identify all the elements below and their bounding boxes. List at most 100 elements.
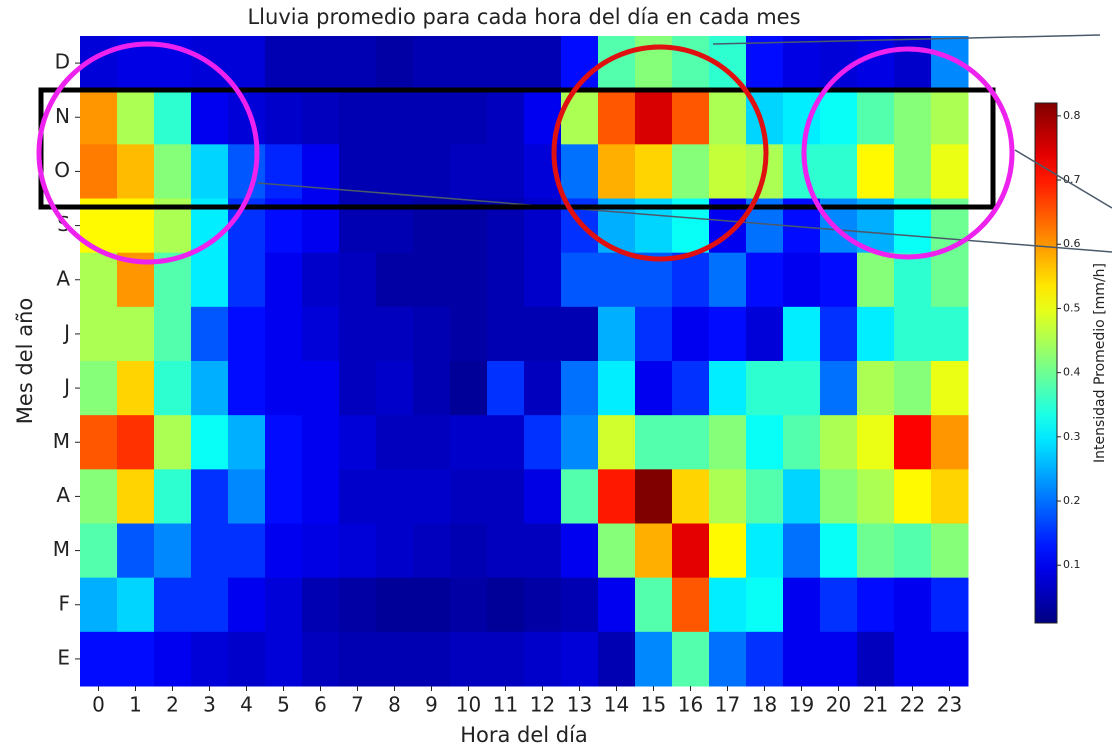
heatmap-cell xyxy=(265,144,303,199)
x-tick-label: 11 xyxy=(493,693,518,717)
heatmap-cell xyxy=(487,36,525,91)
heatmap-cell xyxy=(931,252,969,308)
heatmap-cell xyxy=(894,90,932,145)
heatmap-cell xyxy=(894,36,932,91)
heatmap-cell xyxy=(857,90,895,145)
heatmap-cell xyxy=(228,361,266,416)
heatmap-cell xyxy=(709,144,747,199)
heatmap-cell xyxy=(376,469,414,524)
heatmap-cell xyxy=(228,306,266,362)
heatmap-cell xyxy=(709,577,747,633)
heatmap-cell xyxy=(746,306,784,362)
heatmap-cell xyxy=(339,415,377,470)
heatmap-cell xyxy=(154,361,192,416)
heatmap-cell xyxy=(672,631,710,687)
heatmap-cell xyxy=(672,90,710,145)
heatmap-cell xyxy=(524,252,562,308)
y-tick-label: F xyxy=(58,591,70,615)
heatmap-cell xyxy=(228,523,266,579)
heatmap-cell xyxy=(154,144,192,199)
heatmap-cell xyxy=(413,90,451,145)
y-tick-label: N xyxy=(55,104,70,128)
pointer-line xyxy=(1014,149,1112,209)
heatmap-cell xyxy=(635,523,673,579)
heatmap-cell xyxy=(857,631,895,687)
heatmap-cell xyxy=(635,631,673,687)
x-tick-label: 0 xyxy=(92,693,105,717)
heatmap-cell xyxy=(228,415,266,470)
heatmap-cell xyxy=(598,577,636,633)
heatmap-cell xyxy=(894,144,932,199)
heatmap-cell xyxy=(857,361,895,416)
heatmap-cell xyxy=(265,415,303,470)
heatmap-cell xyxy=(672,144,710,199)
heatmap-cell xyxy=(339,361,377,416)
y-tick-label: J xyxy=(62,320,70,344)
heatmap-cell xyxy=(820,306,858,362)
heatmap-cell xyxy=(524,469,562,524)
heatmap-cell xyxy=(339,90,377,145)
heatmap-cell xyxy=(783,361,821,416)
heatmap-cell xyxy=(154,469,192,524)
x-tick-label: 7 xyxy=(351,693,364,717)
heatmap-cell xyxy=(783,36,821,91)
heatmap-cell xyxy=(265,306,303,362)
heatmap-cell xyxy=(672,252,710,308)
heatmap-cell xyxy=(635,577,673,633)
heatmap-cell xyxy=(635,90,673,145)
heatmap-cell xyxy=(154,306,192,362)
colorbar xyxy=(1034,102,1058,624)
heatmap-cell xyxy=(302,577,340,633)
heatmap-cell xyxy=(709,523,747,579)
heatmap-cell xyxy=(561,144,599,199)
heatmap-cell xyxy=(635,252,673,308)
heatmap-cell xyxy=(709,252,747,308)
heatmap-cell xyxy=(413,361,451,416)
heatmap-cell xyxy=(413,415,451,470)
heatmap-cell xyxy=(376,36,414,91)
heatmap-cell xyxy=(302,36,340,91)
heatmap-cell xyxy=(746,523,784,579)
heatmap-cell xyxy=(561,415,599,470)
x-tick-label: 15 xyxy=(641,693,666,717)
heatmap-cell xyxy=(709,415,747,470)
heatmap-cell xyxy=(265,631,303,687)
heatmap-cell xyxy=(487,361,525,416)
heatmap-cell xyxy=(450,144,488,199)
colorbar-tick-label: 0.7 xyxy=(1063,173,1081,186)
chart-title: Lluvia promedio para cada hora del día e… xyxy=(247,5,800,29)
heatmap-cell xyxy=(783,415,821,470)
heatmap-cell xyxy=(561,361,599,416)
heatmap-cell xyxy=(80,144,118,199)
heatmap-cell xyxy=(561,523,599,579)
heatmap-cell xyxy=(635,415,673,470)
heatmap-cell xyxy=(80,252,118,308)
heatmap-cell xyxy=(450,415,488,470)
heatmap-cell xyxy=(931,90,969,145)
heatmap-cell xyxy=(746,36,784,91)
heatmap-cell xyxy=(561,252,599,308)
heatmap-cell xyxy=(450,469,488,524)
heatmap-cell xyxy=(302,252,340,308)
heatmap-cell xyxy=(450,36,488,91)
heatmap-cell xyxy=(820,90,858,145)
heatmap-cell xyxy=(376,90,414,145)
heatmap-cell xyxy=(783,631,821,687)
heatmap-cell xyxy=(820,631,858,687)
heatmap-cell xyxy=(635,144,673,199)
x-tick-label: 16 xyxy=(678,693,703,717)
heatmap-cell xyxy=(783,306,821,362)
heatmap-cell xyxy=(265,90,303,145)
heatmap-cell xyxy=(450,361,488,416)
heatmap-cell xyxy=(931,469,969,524)
heatmap-cell xyxy=(746,415,784,470)
heatmap-cell xyxy=(339,523,377,579)
heatmap-cell xyxy=(339,469,377,524)
heatmap-cell xyxy=(80,523,118,579)
heatmap-cell xyxy=(672,577,710,633)
heatmap-cell xyxy=(931,577,969,633)
colorbar-tick-label: 0.5 xyxy=(1063,301,1081,314)
heatmap-cell xyxy=(265,252,303,308)
heatmap-cell xyxy=(117,631,155,687)
heatmap-cell xyxy=(635,306,673,362)
